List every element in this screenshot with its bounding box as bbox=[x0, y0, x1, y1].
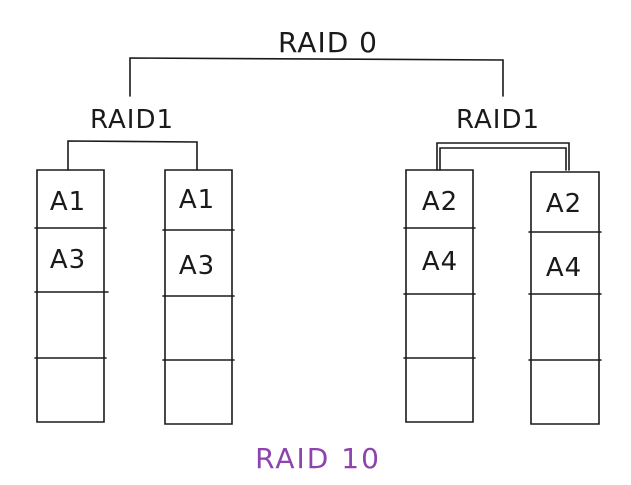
disk-stack-right-2: A2 A4 bbox=[528, 171, 602, 425]
raid1-right-label: RAID1 bbox=[456, 105, 540, 135]
disk-stack-left-1: A1 A3 bbox=[34, 169, 109, 423]
block-label: A1 bbox=[179, 185, 215, 215]
raid1-right-connector bbox=[436, 142, 570, 171]
raid1-left-connector bbox=[67, 140, 198, 171]
block-label: A2 bbox=[546, 189, 582, 219]
block-label: A1 bbox=[50, 187, 86, 217]
block-label: A3 bbox=[179, 251, 215, 281]
block-label: A4 bbox=[422, 247, 458, 277]
block-label: A2 bbox=[422, 187, 458, 217]
raid0-connector bbox=[129, 57, 504, 97]
disk-stack-right-1: A2 A4 bbox=[403, 169, 476, 423]
block-label: A3 bbox=[50, 245, 86, 275]
diagram-caption: RAID 10 bbox=[255, 442, 381, 475]
disk-stack-left-2: A1 A3 bbox=[162, 169, 235, 425]
raid0-label: RAID 0 bbox=[278, 26, 378, 59]
block-label: A4 bbox=[546, 253, 582, 283]
raid1-left-label: RAID1 bbox=[90, 105, 174, 135]
